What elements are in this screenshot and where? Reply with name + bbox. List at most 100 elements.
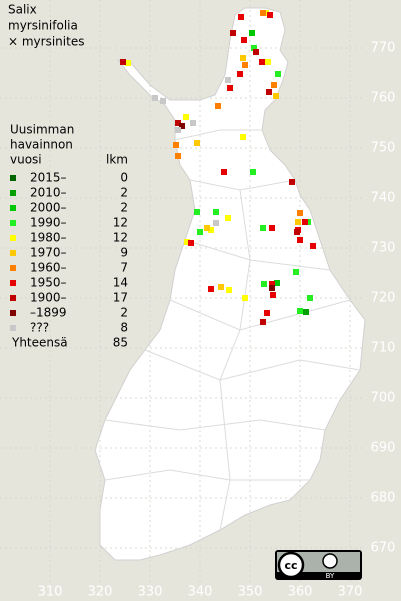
x-tick-label: 330 — [138, 585, 163, 600]
observation — [310, 243, 316, 249]
observation — [289, 179, 295, 185]
legend-count: 2 — [120, 201, 128, 215]
observation — [302, 219, 308, 225]
legend-label: 1980– — [30, 231, 67, 245]
observation — [271, 82, 277, 88]
observation — [160, 98, 166, 104]
observation — [194, 209, 200, 215]
observation — [269, 225, 275, 231]
observation — [213, 209, 219, 215]
observation — [261, 281, 267, 287]
observation — [240, 134, 246, 140]
legend-label: 1900– — [30, 291, 67, 305]
title-line: × myrsinites — [8, 35, 84, 49]
legend-label: 1990– — [30, 216, 67, 230]
y-tick-label: 680 — [371, 491, 396, 506]
legend-label: 2010– — [30, 186, 67, 200]
legend-count: 2 — [120, 186, 128, 200]
y-tick-label: 700 — [371, 391, 396, 406]
observation — [273, 93, 279, 99]
x-tick-label: 320 — [88, 585, 113, 600]
legend-label: 1960– — [30, 261, 67, 275]
observation — [249, 30, 255, 36]
observation — [238, 14, 244, 20]
region-borders — [104, 129, 361, 531]
title-line: myrsinifolia — [8, 19, 78, 33]
legend-count: 12 — [113, 231, 128, 245]
legend-label: –1899 — [30, 306, 67, 320]
by-text: BY — [326, 572, 335, 580]
observation — [250, 169, 256, 175]
observation — [242, 295, 248, 301]
observation — [293, 269, 299, 275]
legend-label: 2015– — [30, 171, 67, 185]
legend-swatch — [10, 205, 16, 211]
legend-swatch — [10, 175, 16, 181]
observation — [188, 240, 194, 246]
legend-label: ??? — [30, 321, 49, 335]
x-tick-label: 370 — [338, 585, 363, 600]
observation — [183, 114, 189, 120]
y-tick-label: 670 — [371, 541, 396, 556]
legend-swatch — [10, 295, 16, 301]
legend-count: 14 — [113, 276, 128, 290]
observation — [297, 237, 303, 243]
cc-text: cc — [284, 559, 297, 572]
legend-swatch — [10, 220, 16, 226]
observation — [303, 309, 309, 315]
legend-count: 9 — [120, 246, 128, 260]
observation — [265, 59, 271, 65]
observation — [225, 77, 231, 83]
observation — [237, 71, 243, 77]
x-tick-label: 340 — [188, 585, 213, 600]
observation — [260, 10, 266, 16]
observation — [208, 227, 214, 233]
observation — [120, 59, 126, 65]
observation — [226, 287, 232, 293]
observation — [307, 295, 313, 301]
observation — [266, 89, 272, 95]
observation — [274, 280, 280, 286]
total-label: Yhteensä — [11, 336, 68, 350]
observation — [215, 103, 221, 109]
cc-circle — [277, 551, 305, 579]
observation — [270, 292, 276, 298]
observation — [275, 71, 281, 77]
observation — [269, 281, 275, 287]
legend-swatch — [10, 310, 16, 316]
y-tick-label: 710 — [371, 341, 396, 356]
legend-count: 12 — [113, 216, 128, 230]
legend-heading: havainnon — [10, 138, 73, 152]
y-tick-label: 760 — [371, 91, 396, 106]
observation — [253, 49, 259, 55]
observation — [251, 45, 257, 51]
observation — [295, 219, 301, 225]
observation — [204, 225, 210, 231]
observation — [242, 62, 248, 68]
legend-heading: vuosi — [10, 153, 42, 167]
by-icon — [322, 553, 338, 569]
observation — [175, 120, 181, 126]
observation — [179, 123, 185, 129]
y-tick-label: 730 — [371, 241, 396, 256]
land — [94, 7, 366, 561]
y-tick-label: 740 — [371, 191, 396, 206]
legend-label: 1970– — [30, 246, 67, 260]
observation — [260, 225, 266, 231]
observation — [218, 284, 224, 290]
observation — [197, 229, 203, 235]
observation — [240, 55, 246, 61]
legend-count-heading: lkm — [106, 153, 128, 167]
observation — [194, 140, 200, 146]
observation — [241, 37, 247, 43]
observation — [225, 215, 231, 221]
observation — [190, 120, 196, 126]
observation — [297, 210, 303, 216]
observation — [260, 319, 266, 325]
observation — [294, 229, 300, 235]
x-tick-label: 310 — [38, 585, 63, 600]
observation — [173, 142, 179, 148]
